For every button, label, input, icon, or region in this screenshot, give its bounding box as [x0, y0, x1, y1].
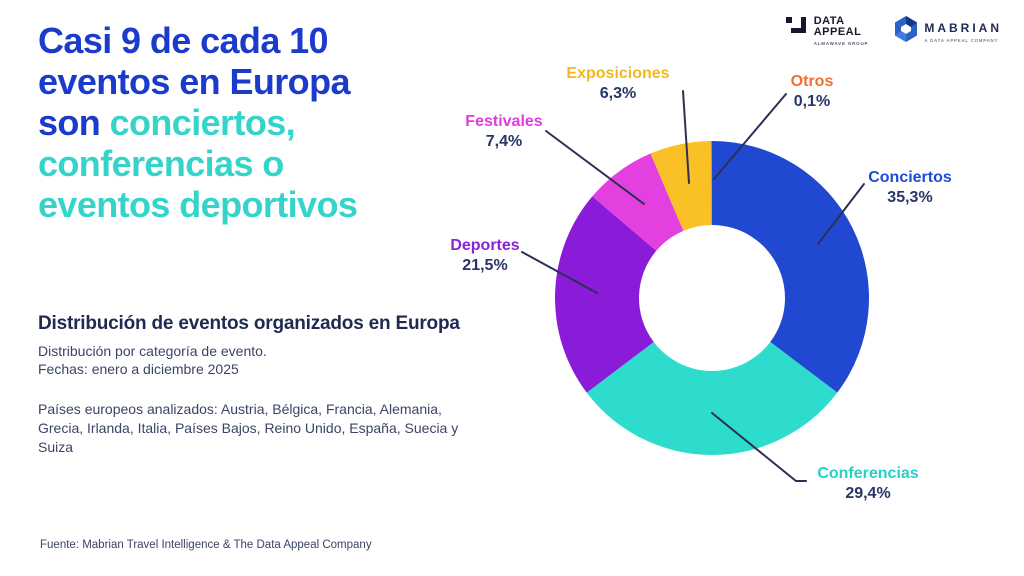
- data-appeal-logo-line1: DATA: [813, 15, 845, 27]
- donut-slice-conciertos: [712, 141, 869, 393]
- mabrian-logo-name: MABRIAN: [924, 20, 1002, 35]
- donut-slice-otros: [711, 141, 712, 226]
- leader-line-festivales: [545, 130, 645, 205]
- chart-subtitle-line2: Fechas: enero a diciembre 2025: [38, 361, 239, 377]
- logo-row: DATA APPEAL ALMAWAVE GROUP MABRIAN A DAT…: [785, 15, 1002, 47]
- leader-line-conferencias: [711, 412, 807, 482]
- mabrian-logo: MABRIAN A DATA APPEAL COMPANY: [894, 16, 1002, 47]
- data-appeal-logo-icon: [785, 16, 808, 43]
- data-appeal-logo-line2: APPEAL: [813, 26, 862, 38]
- leader-line-exposiciones: [682, 90, 690, 184]
- leader-line-deportes: [521, 251, 598, 294]
- donut-slice-deportes: [554, 196, 657, 393]
- mabrian-logo-subtext: A DATA APPEAL COMPANY: [924, 37, 999, 43]
- title-line-4: conferencias o: [38, 143, 284, 184]
- data-appeal-logo-subtext: ALMAWAVE GROUP: [813, 41, 869, 46]
- title-line-3: son conciertos,: [38, 102, 296, 143]
- chart-heading: Distribución de eventos organizados en E…: [38, 313, 460, 334]
- title-line-5: eventos deportivos: [38, 184, 358, 225]
- countries-note: Países europeos analizados: Austria, Bél…: [38, 401, 459, 455]
- chart-subtitle-line1: Distribución por categoría de evento.: [38, 343, 267, 359]
- mabrian-logo-icon: [894, 16, 918, 47]
- donut-slice-exposiciones: [650, 141, 712, 231]
- title-line-2: eventos en Europa: [38, 61, 350, 102]
- donut-slice-festivales: [592, 153, 684, 251]
- donut-slice-conferencias: [586, 342, 838, 456]
- leader-line-conciertos: [817, 183, 865, 245]
- page-title: Casi 9 de cada 10 eventos en Europa son co…: [38, 20, 468, 225]
- info-block: Distribución de eventos organizados en E…: [38, 313, 490, 457]
- leader-line-otros: [713, 93, 787, 180]
- source-note: Fuente: Mabrian Travel Intelligence & Th…: [40, 539, 372, 551]
- title-line-1: Casi 9 de cada 10: [38, 20, 329, 61]
- data-appeal-logo: DATA APPEAL ALMAWAVE GROUP: [785, 15, 869, 46]
